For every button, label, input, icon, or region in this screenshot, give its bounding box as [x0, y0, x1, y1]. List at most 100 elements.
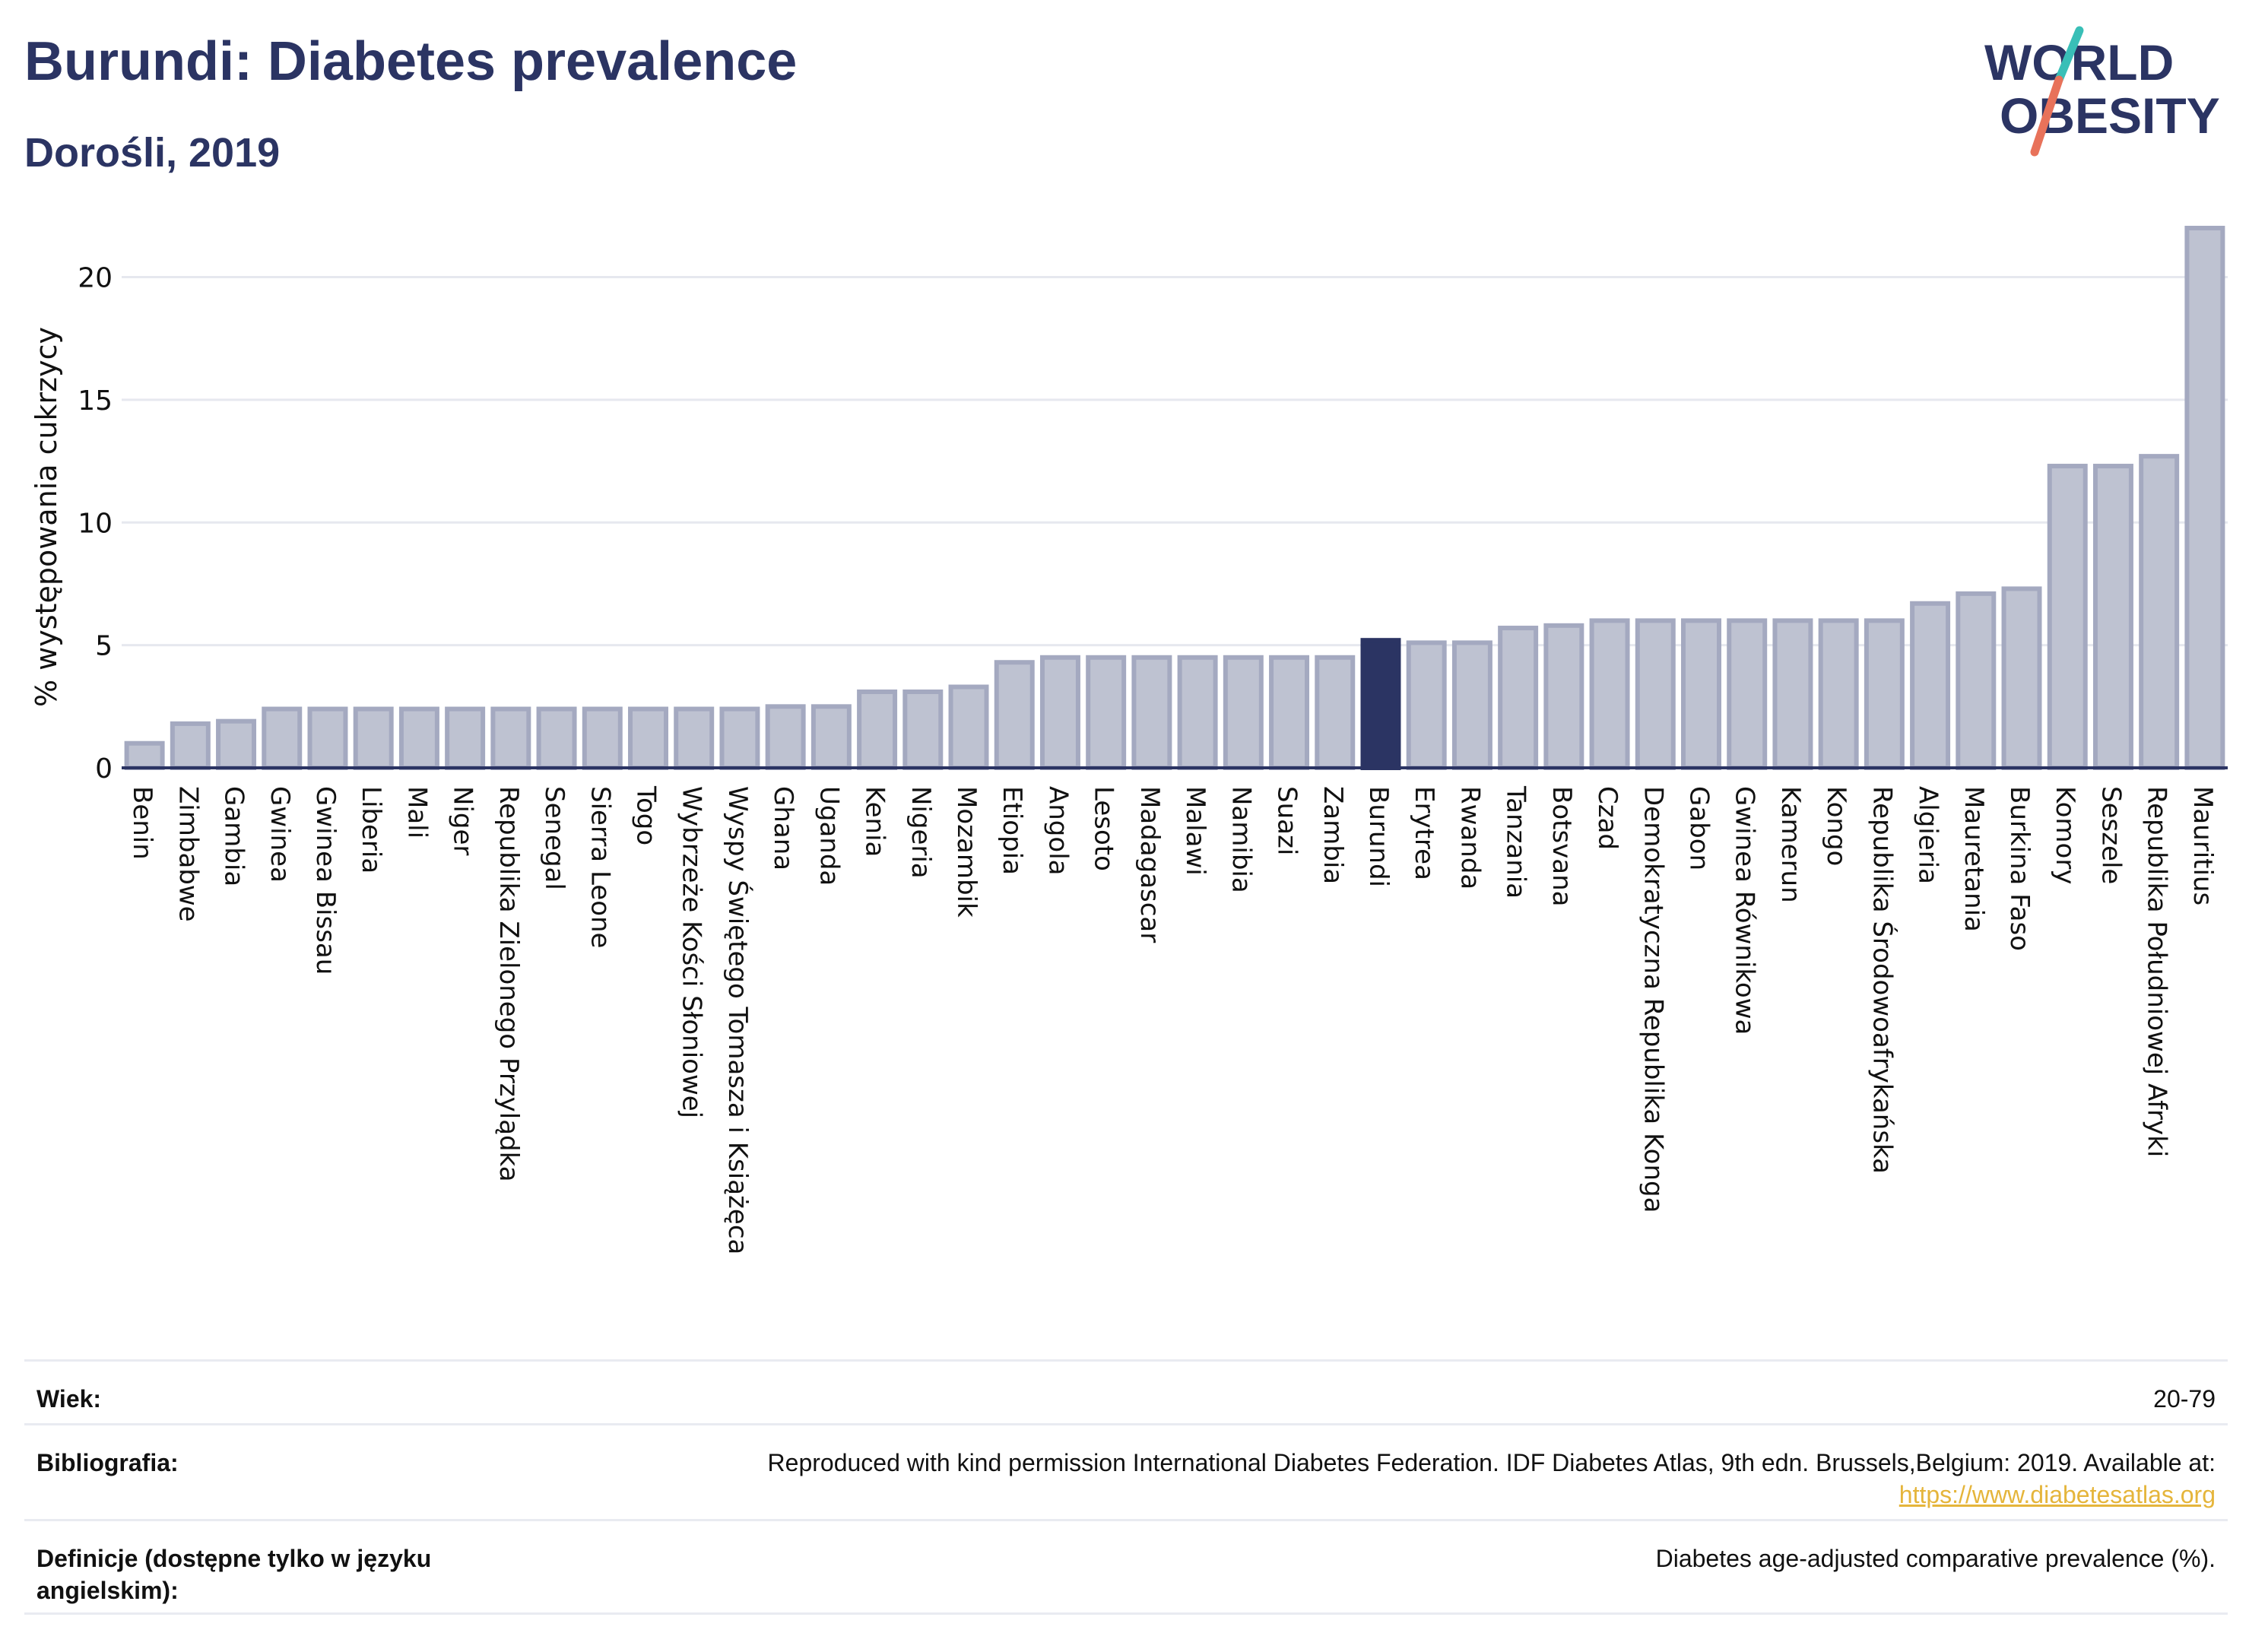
x-tick-label: Kenia — [860, 786, 890, 857]
x-tick-label: Angola — [1042, 786, 1073, 875]
bar — [2139, 454, 2180, 770]
logo-slash-teal — [2054, 26, 2084, 84]
bar — [1451, 640, 1492, 771]
x-tick-label: Kongo — [1821, 786, 1851, 866]
bar — [262, 706, 303, 771]
x-tick-label: Tanzania — [1501, 785, 1531, 899]
diabetes-atlas-link[interactable]: https://www.diabetesatlas.org — [1898, 1481, 2216, 1508]
x-tick-label: Nigeria — [906, 786, 936, 879]
x-tick-label: Gambia — [219, 786, 249, 886]
x-tick-label: Senegal — [539, 786, 569, 890]
x-tick-label: Republika Środowoafrykańska — [1867, 786, 1898, 1174]
bar — [1223, 655, 1264, 770]
x-tick-label: Czad — [1592, 786, 1623, 850]
bar — [124, 740, 165, 771]
chart-title: Burundi: Diabetes prevalence — [24, 31, 798, 92]
x-tick-label: Liberia — [356, 786, 386, 874]
y-tick-label: 0 — [95, 753, 113, 785]
bar — [1543, 623, 1584, 770]
x-tick-label: Mozambik — [951, 786, 982, 918]
x-tick-label: Erytrea — [1409, 786, 1439, 880]
info-value-bibliography: Reproduced with kind permission Internat… — [768, 1447, 2216, 1511]
x-tick-label: Republika Zielonego Przylądka — [493, 786, 524, 1182]
info-row-definitions: Definicje (dostępne tylko w języku angie… — [24, 1519, 2228, 1615]
bar — [2184, 226, 2225, 770]
bar — [1589, 618, 1630, 771]
x-tick-label: Uganda — [814, 786, 844, 886]
x-tick-label: Madagascar — [1134, 786, 1165, 943]
x-tick-labels: Benin Zimbabwe Gambia Gwinea Gwinea Bissau Li… — [127, 785, 2218, 1254]
bar — [353, 706, 394, 771]
y-tick-label: 20 — [78, 263, 113, 294]
x-tick-label: Mauretania — [1959, 786, 1989, 932]
info-table: Wiek: 20-79 Bibliografia: Reproduced wit… — [24, 1359, 2228, 1615]
x-tick-label: Wybrzeże Kości Słoniowej — [677, 786, 707, 1118]
x-tick-label: Zambia — [1318, 786, 1348, 884]
x-tick-label: Burkina Faso — [2004, 786, 2035, 951]
bar — [902, 689, 944, 770]
info-value-age: 20-79 — [2153, 1385, 2216, 1413]
grid-lines — [122, 276, 2228, 647]
x-tick-label: Zimbabwe — [173, 786, 203, 922]
bar — [1406, 640, 1447, 771]
y-axis-label: % występowania cukrzycy — [30, 327, 63, 707]
bar — [765, 704, 806, 770]
bar — [445, 706, 486, 771]
x-tick-label: Etiopia — [997, 786, 1027, 875]
bar — [1315, 655, 1356, 770]
bar — [307, 706, 348, 771]
bar — [1681, 618, 1721, 771]
x-tick-label: Namibia — [1226, 786, 1256, 893]
x-tick-label: Algieria — [1913, 786, 1943, 884]
x-tick-label: Burundi — [1363, 786, 1394, 887]
x-tick-label: Mali — [401, 786, 432, 839]
bar — [1772, 618, 1813, 771]
info-label-bibliography: Bibliografia: — [36, 1449, 179, 1476]
bar — [582, 706, 623, 771]
bar — [1864, 618, 1905, 771]
bars — [124, 226, 2225, 771]
bar — [1956, 591, 1997, 771]
logo-text-world: WORLD — [1984, 34, 2174, 90]
info-row-age: Wiek: 20-79 — [24, 1359, 2228, 1423]
x-tick-label: Gwinea — [265, 786, 295, 883]
bar — [994, 660, 1035, 771]
x-tick-label: Gwinea Bissau — [310, 786, 341, 975]
bar — [674, 706, 715, 771]
bar — [2001, 586, 2042, 771]
x-tick-label: Suazi — [1272, 786, 1302, 855]
y-tick-label: 5 — [95, 631, 113, 662]
bar-chart: 0 5 10 15 20 Benin Zimbabwe Gambia Gwinea Gwinea… — [30, 226, 2228, 1254]
info-label-age: Wiek: — [36, 1385, 102, 1413]
logo-slash-red — [2030, 75, 2063, 157]
bar — [1131, 655, 1172, 770]
x-tick-label: Wyspy Świętego Tomasza i Książęca — [722, 786, 753, 1254]
x-tick-label: Gwinea Równikowa — [1730, 786, 1760, 1035]
bar — [2047, 464, 2088, 771]
bar — [948, 684, 989, 770]
bar — [1177, 655, 1218, 770]
y-tick-label: 15 — [78, 385, 113, 417]
info-label-definitions: Definicje (dostępne tylko w języku angie… — [36, 1545, 432, 1604]
bar — [1727, 618, 1768, 771]
y-tick-label: 10 — [78, 508, 113, 539]
bar — [628, 706, 668, 771]
bar — [398, 706, 439, 771]
x-tick-label: Republika Południowej Afryki — [2142, 786, 2172, 1157]
y-tick-labels: 0 5 10 15 20 — [78, 263, 113, 785]
bar — [1086, 655, 1127, 770]
x-tick-label: Demokratyczna Republika Konga — [1638, 786, 1668, 1213]
x-tick-label: Komory — [2050, 786, 2080, 884]
x-tick-label: Rwanda — [1454, 786, 1485, 889]
info-row-bibliography: Bibliografia: Reproduced with kind permi… — [24, 1423, 2228, 1519]
x-tick-label: Lesoto — [1089, 786, 1119, 871]
x-tick-label: Niger — [448, 786, 478, 855]
x-tick-label: Kamerun — [1775, 786, 1806, 903]
chart-subtitle: Dorośli, 2019 — [24, 130, 281, 176]
bar — [1039, 655, 1080, 770]
bar — [216, 718, 257, 771]
x-tick-label: Seszele — [2095, 786, 2126, 884]
bar — [1498, 626, 1539, 771]
bar — [857, 689, 898, 770]
bibliography-text: Reproduced with kind permission Internat… — [767, 1449, 2216, 1476]
